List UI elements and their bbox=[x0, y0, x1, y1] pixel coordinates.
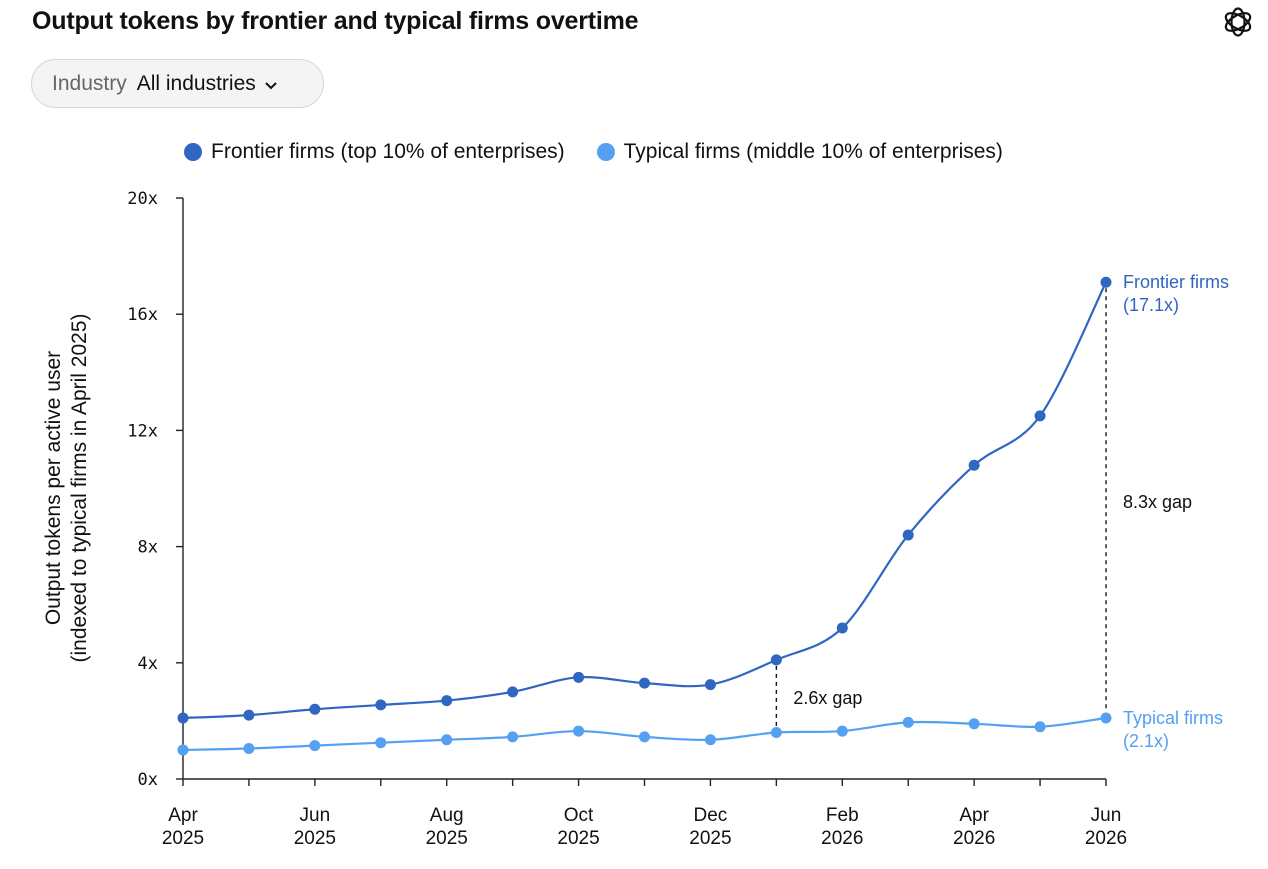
y-axis-label-line: (indexed to typical firms in April 2025) bbox=[68, 314, 91, 663]
x-tick-label-month: Jun bbox=[1091, 805, 1122, 826]
x-tick-label-year: 2026 bbox=[1085, 828, 1127, 849]
y-axis-label: Output tokens per active user (indexed to… bbox=[42, 314, 91, 663]
legend-swatch-frontier bbox=[184, 143, 202, 161]
data-point-frontier bbox=[573, 671, 585, 683]
filter-selected-value: All industries bbox=[136, 71, 256, 95]
y-tick-label: 0x bbox=[138, 770, 158, 790]
y-tick-label: 4x bbox=[138, 654, 158, 674]
data-point-typical bbox=[704, 734, 716, 746]
gap-annotation-label: 2.6x gap bbox=[793, 688, 862, 708]
y-tick-label: 20x bbox=[127, 189, 158, 209]
y-axis-label-line: Output tokens per active user bbox=[42, 351, 65, 625]
data-point-typical bbox=[1100, 712, 1112, 724]
legend-label-frontier: Frontier firms (top 10% of enterprises) bbox=[211, 140, 565, 163]
y-tick-label: 12x bbox=[127, 421, 158, 441]
gap-annotation-label: 8.3x gap bbox=[1123, 492, 1192, 512]
data-point-typical bbox=[243, 742, 255, 754]
x-tick-label-year: 2026 bbox=[953, 828, 995, 849]
x-tick-label-month: Apr bbox=[168, 805, 198, 826]
x-tick-label-month: Dec bbox=[694, 805, 728, 826]
legend-item-frontier[interactable]: Frontier firms (top 10% of enterprises) bbox=[184, 140, 565, 164]
data-point-typical bbox=[177, 744, 189, 756]
data-point-typical bbox=[573, 725, 585, 737]
legend-item-typical[interactable]: Typical firms (middle 10% of enterprises… bbox=[596, 140, 1003, 164]
data-point-frontier bbox=[441, 695, 453, 707]
series-line-frontier bbox=[182, 281, 1107, 720]
data-point-frontier bbox=[243, 709, 255, 721]
y-tick-label: 16x bbox=[127, 305, 158, 325]
end-label-frontier: (17.1x) bbox=[1123, 295, 1179, 315]
data-point-frontier bbox=[1034, 410, 1046, 422]
data-point-frontier bbox=[177, 712, 189, 724]
x-tick-label-month: Feb bbox=[826, 805, 859, 826]
x-tick-label-month: Jun bbox=[300, 805, 331, 826]
legend-label-typical: Typical firms (middle 10% of enterprises… bbox=[623, 140, 1003, 163]
data-point-frontier bbox=[704, 679, 716, 691]
end-label-typical: Typical firms bbox=[1123, 708, 1223, 728]
x-tick-label-month: Apr bbox=[959, 805, 989, 826]
x-tick-label-year: 2025 bbox=[426, 828, 468, 849]
data-point-typical bbox=[507, 731, 519, 743]
x-tick-label-year: 2025 bbox=[162, 828, 204, 849]
data-point-frontier bbox=[309, 703, 321, 715]
x-tick-label-year: 2025 bbox=[689, 828, 731, 849]
data-point-frontier bbox=[639, 677, 650, 689]
page-title: Output tokens by frontier and typical fi… bbox=[32, 7, 639, 35]
data-point-typical bbox=[968, 718, 980, 730]
data-point-frontier bbox=[836, 622, 848, 634]
data-point-typical bbox=[639, 731, 650, 743]
x-tick-label-year: 2026 bbox=[821, 828, 863, 849]
y-tick-label: 8x bbox=[138, 538, 158, 558]
data-point-typical bbox=[309, 740, 321, 752]
filter-label: Industry bbox=[52, 71, 127, 95]
chevron-down-icon bbox=[265, 81, 277, 89]
data-point-frontier bbox=[507, 686, 519, 698]
data-point-typical bbox=[375, 737, 387, 749]
x-tick-label-year: 2025 bbox=[294, 828, 336, 849]
data-point-frontier bbox=[1100, 276, 1112, 288]
legend-swatch-typical bbox=[596, 143, 615, 161]
x-tick-label-year: 2025 bbox=[557, 828, 599, 849]
data-point-typical bbox=[902, 716, 914, 728]
end-label-typical: (2.1x) bbox=[1123, 731, 1169, 751]
openai-logo-icon bbox=[1224, 7, 1252, 37]
x-tick-label-month: Oct bbox=[564, 805, 594, 826]
data-point-frontier bbox=[902, 529, 914, 541]
x-tick-label-month: Aug bbox=[430, 805, 464, 826]
data-point-typical bbox=[770, 727, 782, 739]
data-point-frontier bbox=[375, 699, 387, 711]
end-label-frontier: Frontier firms bbox=[1123, 272, 1229, 292]
data-point-typical bbox=[441, 734, 453, 746]
chart-legend: Frontier firms (top 10% of enterprises) … bbox=[184, 140, 1035, 164]
data-point-typical bbox=[1034, 721, 1046, 733]
data-point-frontier bbox=[770, 654, 782, 666]
data-point-typical bbox=[836, 725, 848, 737]
data-point-frontier bbox=[968, 459, 980, 471]
industry-filter-dropdown[interactable]: Industry All industries bbox=[31, 59, 324, 108]
